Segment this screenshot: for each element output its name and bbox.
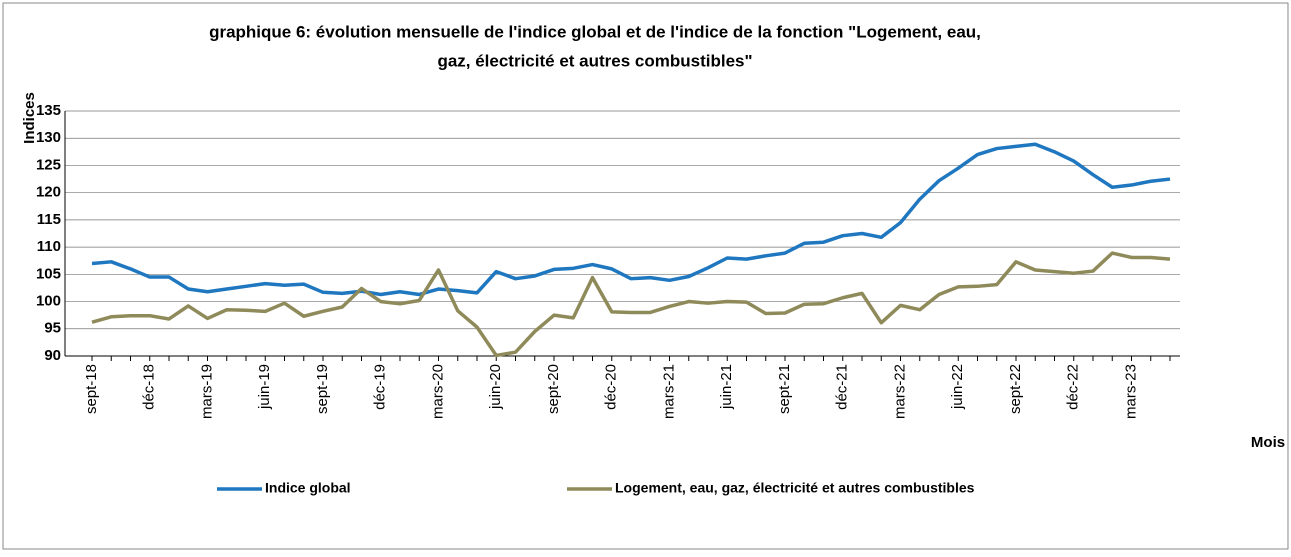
x-tick-label: sept-20	[545, 364, 562, 414]
y-tick-label: 135	[36, 102, 61, 119]
y-tick-label: 100	[36, 293, 61, 310]
legend-label: Indice global	[265, 480, 351, 496]
x-tick-label: sept-22	[1007, 364, 1024, 414]
x-tick-label: déc-22	[1065, 364, 1082, 410]
x-tick-label: mars-23	[1122, 364, 1139, 419]
x-tick-label: sept-18	[83, 364, 100, 414]
x-tick-label: juin-22	[949, 364, 966, 410]
x-tick-label: sept-19	[314, 364, 331, 414]
y-tick-label: 115	[37, 211, 61, 228]
x-tick-label: déc-21	[834, 364, 851, 410]
x-tick-label: sept-21	[776, 364, 793, 414]
x-tick-label: déc-20	[603, 364, 620, 410]
series-line	[91, 142, 1171, 297]
x-tick-label: mars-22	[891, 364, 908, 419]
x-tick-label: déc-18	[141, 364, 158, 410]
y-tick-label: 110	[37, 238, 61, 255]
x-tick-label: mars-19	[198, 364, 215, 419]
series-line	[91, 251, 1171, 358]
chart-title: graphique 6: évolution mensuelle de l'in…	[209, 22, 981, 41]
y-tick-label: 120	[36, 184, 61, 201]
y-tick-label: 95	[44, 320, 61, 337]
x-tick-label: juin-21	[718, 364, 735, 410]
legend-label: Logement, eau, gaz, électricité et autre…	[615, 480, 975, 496]
y-tick-label: 105	[36, 265, 61, 282]
x-tick-label: mars-21	[660, 364, 677, 419]
x-tick-label: déc-19	[372, 364, 389, 410]
x-tick-label: juin-20	[487, 364, 504, 410]
x-tick-label: mars-20	[429, 364, 446, 419]
y-tick-label: 125	[36, 156, 61, 173]
y-tick-label: 130	[36, 129, 61, 146]
x-axis-label: Mois	[1251, 434, 1285, 451]
chart-title: gaz, électricité et autres combustibles"	[437, 51, 752, 70]
x-tick-label: juin-19	[256, 364, 273, 410]
y-axis-label: Indices	[21, 92, 38, 144]
y-tick-label: 90	[44, 347, 61, 364]
